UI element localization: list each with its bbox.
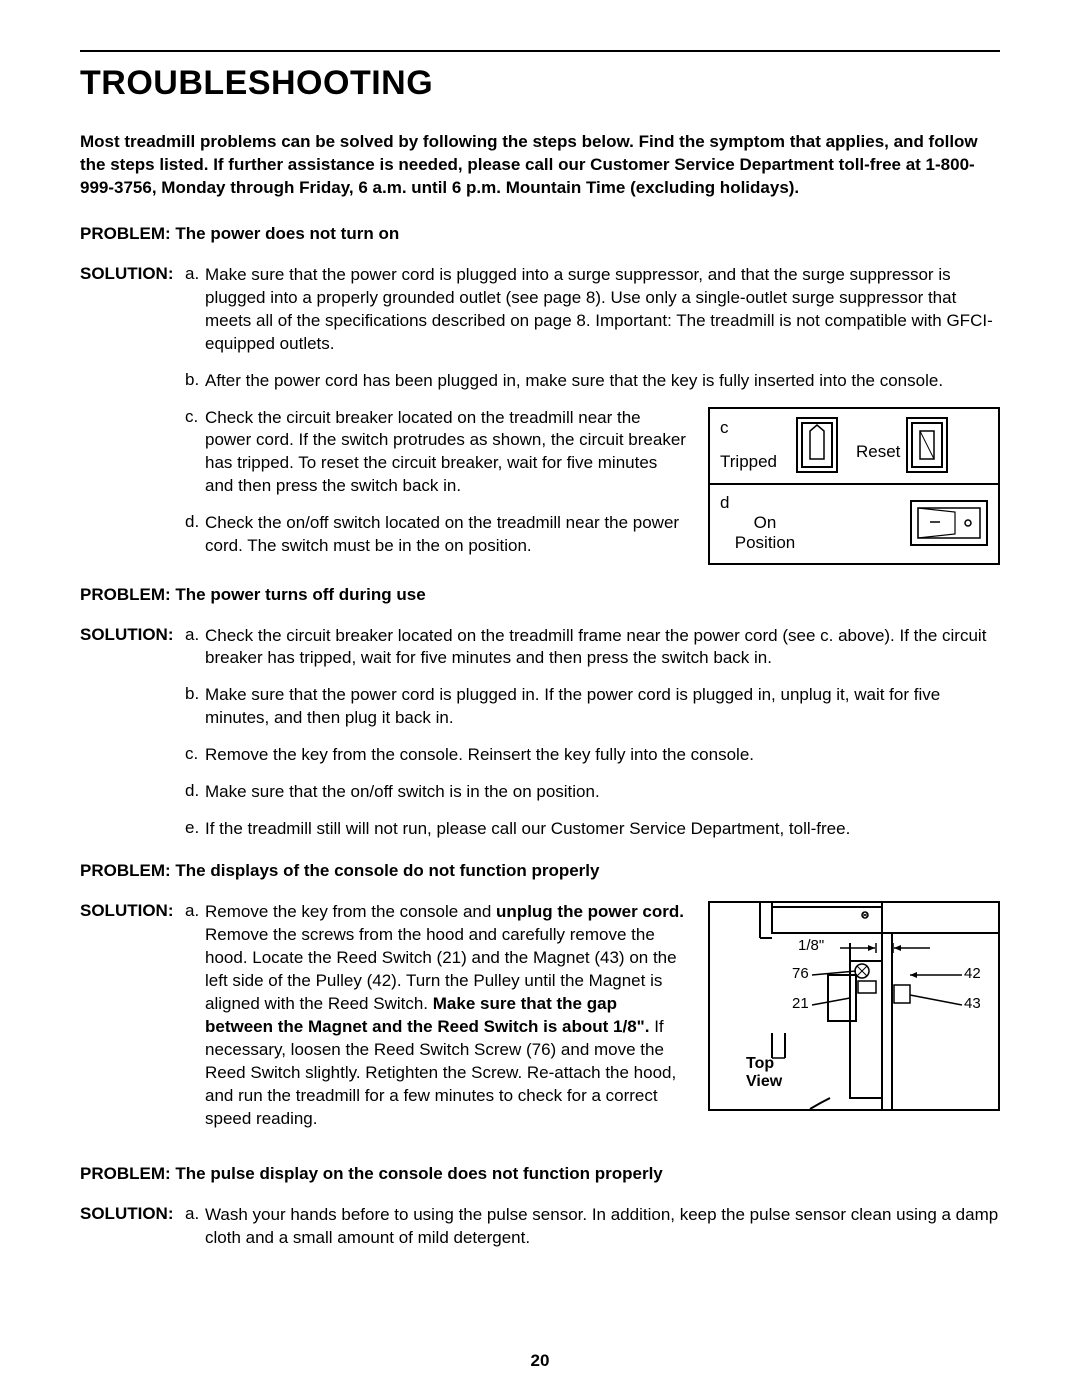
solution1c: Check the circuit breaker located on the… bbox=[205, 407, 688, 499]
n76-label: 76 bbox=[792, 965, 809, 982]
diagram-cd: c Tripped Reset d bbox=[708, 407, 1000, 565]
item-letter: b. bbox=[185, 684, 205, 730]
item-letter: b. bbox=[185, 370, 205, 393]
tripped-switch-icon bbox=[796, 417, 838, 473]
item-letter: c. bbox=[185, 744, 205, 767]
diagram-d-label: d bbox=[720, 493, 810, 513]
solution1d: Check the on/off switch located on the t… bbox=[205, 512, 688, 558]
solution2d: Make sure that the on/off switch is in t… bbox=[205, 781, 1000, 804]
solution3a: Remove the key from the console and unpl… bbox=[205, 901, 688, 1130]
reset-label: Reset bbox=[856, 442, 900, 462]
onoff-switch-icon bbox=[910, 500, 988, 546]
diagram-c-label: c bbox=[720, 418, 790, 438]
n43-label: 43 bbox=[964, 995, 981, 1012]
intro-paragraph: Most treadmill problems can be solved by… bbox=[80, 131, 1000, 200]
topview-label2: View bbox=[746, 1073, 782, 1091]
solution-label: SOLUTION: bbox=[80, 1204, 185, 1250]
solution2: SOLUTION: a. Check the circuit breaker l… bbox=[80, 625, 1000, 842]
item-letter: e. bbox=[185, 818, 205, 841]
solution3: SOLUTION: a. Remove the key from the con… bbox=[80, 901, 1000, 1144]
item-letter: d. bbox=[185, 512, 205, 558]
solution2b: Make sure that the power cord is plugged… bbox=[205, 684, 1000, 730]
problem2-heading: PROBLEM: The power turns off during use bbox=[80, 585, 1000, 605]
problem3-heading: PROBLEM: The displays of the console do … bbox=[80, 861, 1000, 881]
solution1a: Make sure that the power cord is plugged… bbox=[205, 264, 1000, 356]
diagram-row-d: d On Position bbox=[710, 485, 998, 563]
top-rule bbox=[80, 50, 1000, 52]
item-letter: c. bbox=[185, 407, 205, 499]
item-letter: a. bbox=[185, 1204, 205, 1250]
solution4a: Wash your hands before to using the puls… bbox=[205, 1204, 1000, 1250]
solution-label: SOLUTION: bbox=[80, 264, 185, 356]
item-letter: a. bbox=[185, 625, 205, 671]
solution4: SOLUTION: a. Wash your hands before to u… bbox=[80, 1204, 1000, 1250]
solution1b: After the power cord has been plugged in… bbox=[205, 370, 1000, 393]
position-label: Position bbox=[720, 533, 810, 553]
solution-label: SOLUTION: bbox=[80, 625, 185, 671]
reset-switch-icon bbox=[906, 417, 948, 473]
topview-label1: Top bbox=[746, 1055, 774, 1073]
solution1: SOLUTION: a. Make sure that the power co… bbox=[80, 264, 1000, 565]
diagram-row-c: c Tripped Reset bbox=[710, 409, 998, 485]
problem4-heading: PROBLEM: The pulse display on the consol… bbox=[80, 1164, 1000, 1184]
solution2c: Remove the key from the console. Reinser… bbox=[205, 744, 1000, 767]
page-number: 20 bbox=[531, 1351, 550, 1371]
item-letter: a. bbox=[185, 901, 205, 1130]
item-letter: d. bbox=[185, 781, 205, 804]
n42-label: 42 bbox=[964, 965, 981, 982]
solution2a: Check the circuit breaker located on the… bbox=[205, 625, 1000, 671]
diagram-reed: 1/8" 76 21 42 43 Top View bbox=[708, 901, 1000, 1111]
page-title: TROUBLESHOOTING bbox=[80, 64, 1000, 103]
on-label: On bbox=[720, 513, 810, 533]
n21-label: 21 bbox=[792, 995, 809, 1012]
item-letter: a. bbox=[185, 264, 205, 356]
tripped-label: Tripped bbox=[720, 452, 790, 472]
solution-label: SOLUTION: bbox=[80, 901, 185, 1130]
gap-label: 1/8" bbox=[798, 937, 824, 954]
solution2e: If the treadmill still will not run, ple… bbox=[205, 818, 1000, 841]
problem1-heading: PROBLEM: The power does not turn on bbox=[80, 224, 1000, 244]
